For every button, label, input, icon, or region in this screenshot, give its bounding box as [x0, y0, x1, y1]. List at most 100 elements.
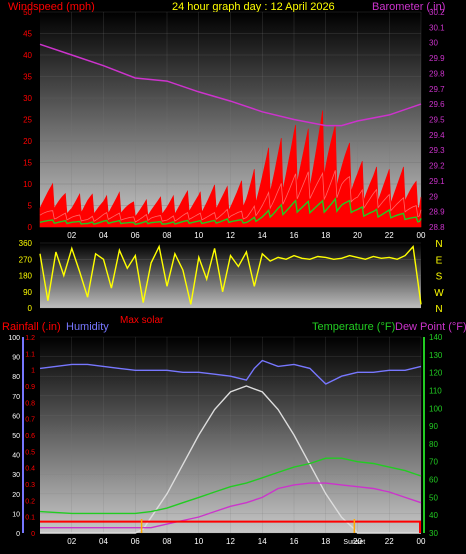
wind-tick-label: 25 [23, 116, 32, 125]
compass-label: W [434, 288, 444, 299]
wind-tick-label: 20 [23, 137, 32, 146]
direction-tick-label: 0 [28, 304, 33, 313]
humidity-tick-label: 60 [12, 413, 20, 420]
rain-tick-label: 1.2 [25, 335, 35, 342]
rain-tick-label: 0.9 [25, 384, 35, 391]
temp-tick-label: 70 [429, 458, 438, 467]
compass-label: S [436, 272, 443, 283]
direction-ticks: 0 90 180 270 360 [19, 239, 33, 313]
direction-plot-bg [40, 243, 421, 308]
baro-tick-label: 29.3 [429, 146, 445, 155]
temp-tick-label: 40 [429, 511, 438, 520]
wind-tick-label: 45 [23, 30, 32, 39]
humidity-tick-label: 50 [12, 433, 20, 440]
temp-tick-label: 80 [429, 440, 438, 449]
wind-x-tick-label: 22 [385, 231, 394, 240]
direction-tick-label: 90 [23, 288, 32, 297]
humidity-tick-label: 30 [12, 472, 20, 479]
temperature-x-ticks: 02 04 06 08 10 12 14 16 18 20 22 00 [67, 537, 426, 546]
temp-tick-label: 50 [429, 493, 438, 502]
wind-tick-label: 0 [28, 223, 33, 232]
baro-tick-label: 29.8 [429, 69, 445, 78]
direction-series [39, 244, 422, 305]
baro-tick-label: 30.1 [429, 23, 445, 32]
windspeed-line [39, 170, 422, 223]
wind-tick-label: 5 [28, 202, 33, 211]
baro-tick-label: 29.4 [429, 131, 445, 140]
baro-tick-label: 30.2 [429, 8, 445, 17]
temp-x-tick-label: 02 [67, 537, 76, 546]
chart-title: 24 hour graph day : 12 April 2026 [172, 1, 335, 13]
compass-label: E [436, 255, 443, 266]
baro-tick-label: 29.9 [429, 54, 445, 63]
rain-tick-label: 1.1 [25, 351, 35, 358]
wind-x-tick-label: 08 [163, 231, 172, 240]
humidity-tick-label: 80 [12, 374, 20, 381]
wind-x-tick-label: 00 [417, 231, 426, 240]
wind-tick-label: 40 [23, 51, 32, 60]
direction-tick-label: 360 [19, 239, 33, 248]
baro-axis-title: Barometer (.in) [372, 1, 445, 13]
wind-x-ticks: 02 04 06 08 10 12 14 16 18 20 22 00 [67, 231, 426, 240]
rain-tick-label: 0.6 [25, 433, 35, 440]
baro-tick-label: 29.7 [429, 85, 445, 94]
temperature-line [39, 457, 422, 515]
temp-x-tick-label: 18 [321, 537, 330, 546]
temp-x-tick-label: 06 [131, 537, 140, 546]
temp-tick-label: 130 [429, 351, 443, 360]
rain-tick-label: 1 [31, 368, 35, 375]
baro-tick-label: 29.6 [429, 100, 445, 109]
baro-tick-label: 29.1 [429, 177, 445, 186]
temp-tick-label: 120 [429, 369, 443, 378]
baro-tick-label: 28.9 [429, 208, 445, 217]
humidity-axis-title: Humidity [66, 321, 109, 333]
humidity-tick-label: 0 [16, 531, 20, 538]
wind-x-tick-label: 14 [258, 231, 267, 240]
wind-x-tick-label: 12 [226, 231, 235, 240]
temp-x-tick-label: 10 [194, 537, 203, 546]
wind-x-tick-label: 16 [290, 231, 299, 240]
rain-tick-label: 0.1 [25, 515, 35, 522]
rain-tick-label: 0.7 [25, 417, 35, 424]
sunset-label: Sunset [343, 539, 365, 546]
temp-x-tick-label: 00 [417, 537, 426, 546]
wind-x-tick-label: 20 [353, 231, 362, 240]
baro-right-ticks: 28.8 28.9 29 29.1 29.2 29.3 29.4 29.5 29.6 29.7 29… [429, 8, 445, 232]
temp-tick-label: 60 [429, 476, 438, 485]
temp-tick-label: 140 [429, 333, 443, 342]
wind-x-tick-label: 02 [67, 231, 76, 240]
rain-tick-label: 0.8 [25, 400, 35, 407]
humidity-ticks: 0 10 20 30 40 50 60 70 80 90 100 [8, 335, 20, 538]
baro-tick-label: 29 [429, 192, 438, 201]
temp-x-tick-label: 14 [258, 537, 267, 546]
wind-series [39, 43, 422, 228]
dew-axis-title: Dew Point (°F) [395, 321, 466, 333]
rain-tick-label: 0.4 [25, 466, 35, 473]
dewpoint-line [40, 482, 422, 529]
rain-tick-label: 0 [31, 531, 35, 538]
direction-line [39, 244, 422, 305]
max-solar-line [40, 385, 421, 534]
wind-x-tick-label: 04 [99, 231, 108, 240]
temp-x-tick-label: 12 [226, 537, 235, 546]
humidity-line [39, 359, 422, 385]
wind-tick-label: 10 [23, 180, 32, 189]
max-solar-label: Max solar [120, 315, 164, 326]
wind-tick-label: 35 [23, 73, 32, 82]
compass-label: N [435, 304, 442, 315]
temp-x-tick-label: 04 [99, 537, 108, 546]
temp-ticks: 30 40 50 60 70 80 90 100 110 120 130 140 [429, 333, 443, 538]
wind-tick-label: 50 [23, 8, 32, 17]
gust-area [39, 110, 422, 228]
humidity-tick-label: 10 [12, 511, 20, 518]
temp-x-tick-label: 08 [163, 537, 172, 546]
wind-left-ticks: 0 5 10 15 20 25 30 35 40 45 50 [23, 8, 32, 232]
direction-tick-label: 270 [19, 255, 33, 264]
baro-tick-label: 29.5 [429, 116, 445, 125]
humidity-tick-label: 20 [12, 492, 20, 499]
wind-tick-label: 30 [23, 94, 32, 103]
